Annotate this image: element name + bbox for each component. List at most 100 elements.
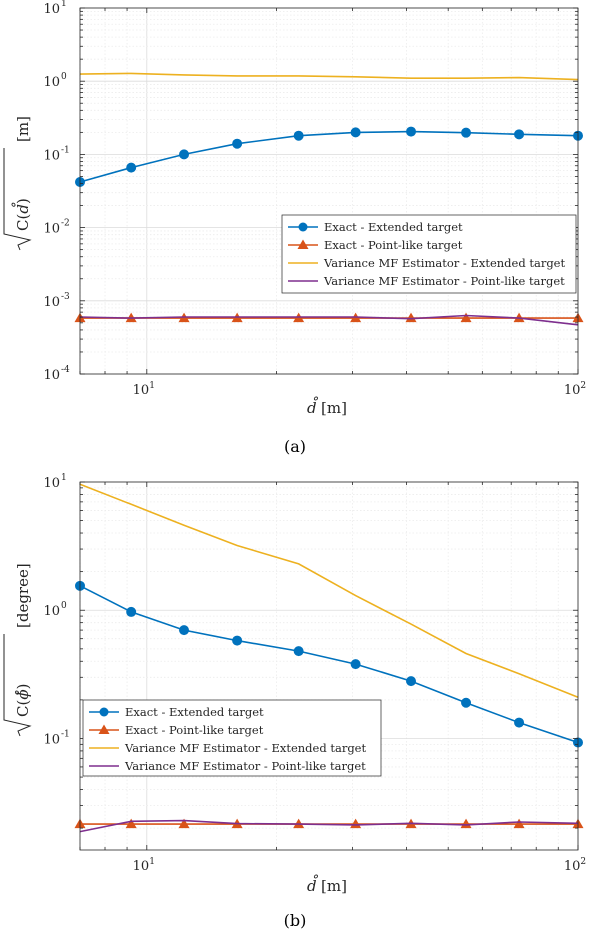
sqrt-radical-b <box>3 634 32 737</box>
plot-area-a <box>80 8 578 374</box>
series-line-4 <box>79 314 579 326</box>
data-point-1 <box>350 127 361 138</box>
data-point-2 <box>460 818 472 829</box>
legend-a-box <box>281 214 577 294</box>
y-tick-exp: 0 <box>61 601 67 611</box>
data-point-1 <box>293 130 304 141</box>
data-point-1 <box>461 697 472 708</box>
y-tick-base: 10 <box>43 148 60 163</box>
data-point-1 <box>232 138 243 149</box>
y-tick-label: 10 <box>43 75 60 90</box>
legend-b: Exact - Extended target Exact - Point-lik… <box>82 699 382 777</box>
legend-label-4: Variance MF Estimator - Point-like targe… <box>124 759 366 773</box>
legend-marker-1 <box>298 222 308 232</box>
ylabel-a-unit: [m] <box>14 116 32 142</box>
x-tick-exp: 1 <box>149 381 155 391</box>
data-point-2 <box>125 818 137 829</box>
x-tick-label: 102 <box>564 857 586 874</box>
data-point-1 <box>126 606 137 617</box>
data-point-1 <box>232 635 243 646</box>
ylabel-a-text: C(d̊) <box>12 198 32 231</box>
legend-label-2: Exact - Point-like target <box>125 723 264 737</box>
x-tick-exp: 1 <box>149 857 155 867</box>
data-point-1 <box>406 676 417 687</box>
x-tick-label: 102 <box>564 381 586 398</box>
xlabel-b: d̊ [m] <box>307 875 347 895</box>
y-tick-label: 10 <box>43 222 60 237</box>
y-tick-base: 10 <box>43 295 60 310</box>
axes-box-a <box>79 7 579 375</box>
y-tick-base: 10 <box>43 732 60 747</box>
legend-marker-2 <box>297 239 309 249</box>
y-tick-base: 10 <box>43 75 60 90</box>
x-tick-base: 10 <box>564 383 581 398</box>
ylabel-b-arg: ϕ̊ <box>14 689 32 699</box>
series-line-3 <box>79 72 579 81</box>
sqrt-radical-a <box>3 148 32 251</box>
legend-label-1: Exact - Extended target <box>324 220 463 234</box>
data-point-1 <box>126 162 137 173</box>
y-tick-exp: -4 <box>61 365 70 375</box>
x-tick-exp: 2 <box>580 857 586 867</box>
x-tick-label: 101 <box>133 857 155 874</box>
y-tick-base: 10 <box>43 2 60 17</box>
data-point-2 <box>460 312 472 323</box>
xlabel-a-symbol: d̊ <box>307 397 318 417</box>
legend-a: Exact - Extended target Exact - Point-lik… <box>281 214 577 294</box>
caption-b: (b) <box>284 911 307 930</box>
x-tick-base: 10 <box>133 383 150 398</box>
y-tick-exp: -3 <box>61 292 70 302</box>
data-point-2 <box>350 818 362 829</box>
data-point-1 <box>514 129 525 140</box>
ylabel-b: C(ϕ̊) [degree] <box>3 563 32 737</box>
data-point-1 <box>293 646 304 657</box>
y-tick-exp: -2 <box>61 219 70 229</box>
x-tick-base: 10 <box>564 859 581 874</box>
series-line-4 <box>79 819 579 833</box>
xlabel-a: d̊ [m] <box>307 397 347 417</box>
data-point-1 <box>179 625 190 636</box>
y-tick-base: 10 <box>43 368 60 383</box>
series-group-a <box>74 72 584 326</box>
data-point-2 <box>513 818 525 829</box>
xlabel-b-unit: [m] <box>321 877 347 895</box>
y-tick-label: 10 <box>43 604 60 619</box>
legend-label-1: Exact - Extended target <box>125 705 264 719</box>
plot-area-b <box>80 482 578 850</box>
data-point-1 <box>514 717 525 728</box>
legend-b-box <box>82 699 382 777</box>
legend-label-3: Variance MF Estimator - Extended target <box>124 741 366 755</box>
x-tick-base: 10 <box>133 859 150 874</box>
y-tick-label: 10 <box>43 295 60 310</box>
y-tick-label: 10 <box>43 476 60 491</box>
y-tick-label: 10 <box>43 148 60 163</box>
ylabel-a-arg: d̊ <box>12 203 32 214</box>
data-point-1 <box>461 127 472 138</box>
data-point-2 <box>405 312 417 323</box>
y-tick-base: 10 <box>43 604 60 619</box>
xlabel-b-symbol: d̊ <box>307 875 318 895</box>
series-line-1 <box>79 130 579 183</box>
x-tick-label: 101 <box>133 381 155 398</box>
legend-marker-2 <box>98 724 110 734</box>
series-line-3 <box>79 483 579 698</box>
data-point-1 <box>406 126 417 137</box>
series-line-1 <box>79 585 579 744</box>
y-tick-base: 10 <box>43 476 60 491</box>
y-tick-label: 10 <box>43 732 60 747</box>
legend-label-3: Variance MF Estimator - Extended target <box>323 256 565 270</box>
legend-marker-1 <box>99 707 109 717</box>
ylabel-a: C(d̊) [m] <box>3 116 32 251</box>
legend-label-2: Exact - Point-like target <box>324 238 463 252</box>
xlabel-a-unit: [m] <box>321 399 347 417</box>
caption-a: (a) <box>284 437 306 456</box>
y-tick-base: 10 <box>43 222 60 237</box>
ylabel-b-unit: [degree] <box>14 563 32 628</box>
data-point-2 <box>178 818 190 829</box>
series-group-b <box>74 483 584 833</box>
data-point-1 <box>350 659 361 670</box>
axes-box-b <box>79 481 579 851</box>
